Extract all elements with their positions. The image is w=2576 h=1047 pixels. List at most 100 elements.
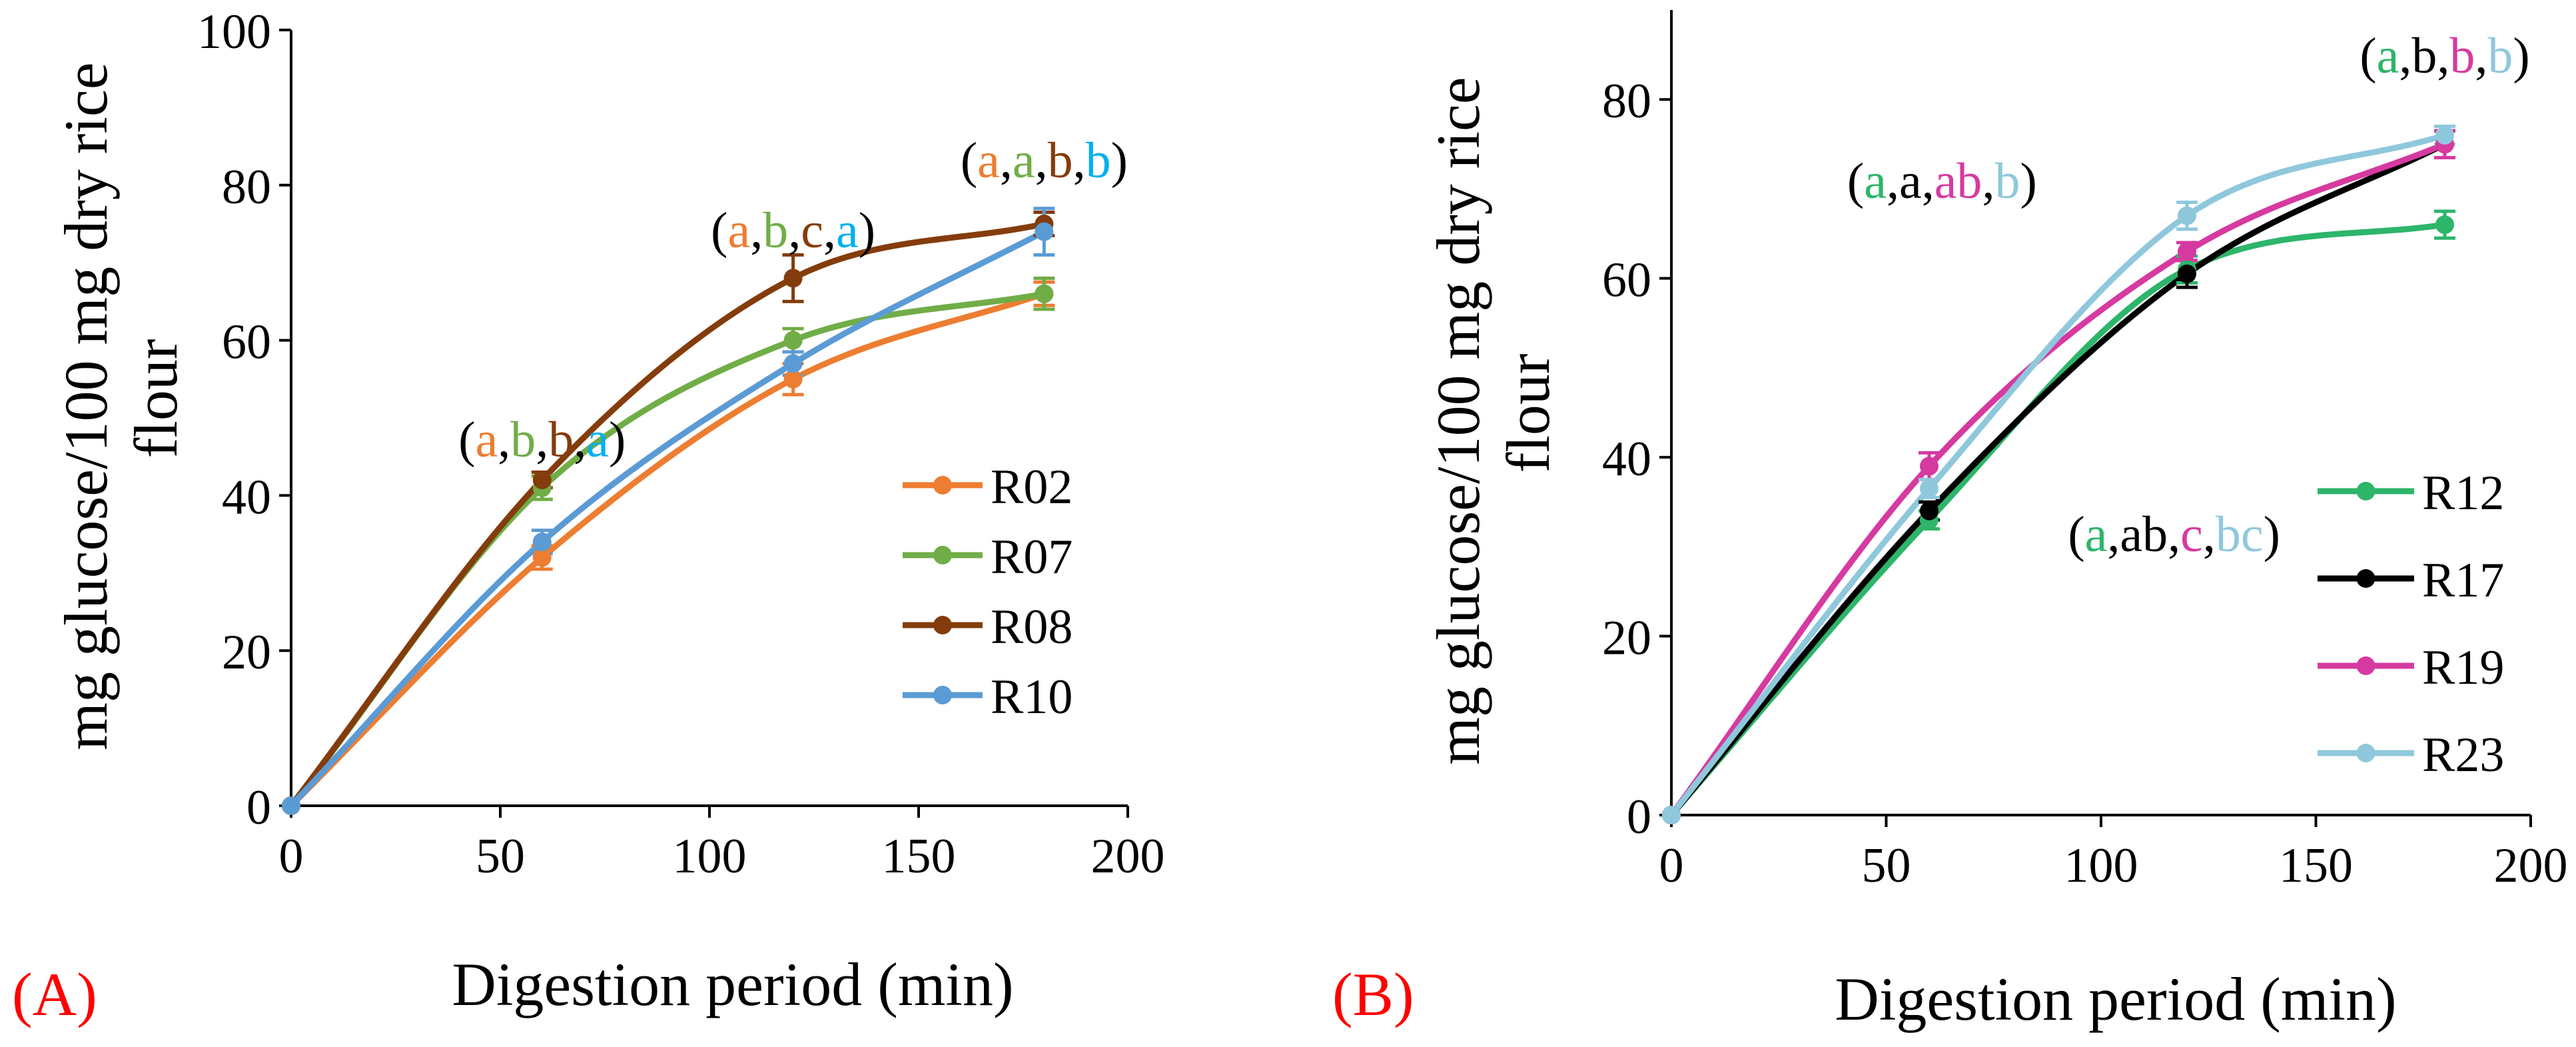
panel-a-point-r07 xyxy=(783,331,803,350)
panel-a-significance-label: (a,b,c,a) xyxy=(711,203,875,259)
panel-b-point-r19 xyxy=(1920,457,1938,476)
panel-a-significance-letter: ( xyxy=(961,133,977,189)
panel-a-significance-letter: , xyxy=(498,412,510,468)
panel-a-legend-marker-r10 xyxy=(933,686,952,704)
panel-a-series-line-r10 xyxy=(288,229,1046,808)
panel-a-significance-letter: a xyxy=(977,133,1000,189)
panel-a-legend-label-r02: R02 xyxy=(991,460,1073,515)
panel-b-significance-letter: b xyxy=(2449,28,2475,84)
panel-a-significance-letter: , xyxy=(788,203,801,259)
panel-a-significance-letter: b xyxy=(548,412,574,468)
panel-a-significance-letter: ( xyxy=(458,412,475,468)
panel-b-significance-letter: c xyxy=(2180,507,2203,562)
panel-b-point-r17 xyxy=(1920,501,1938,521)
panel-a-significance-letter: ) xyxy=(609,412,626,468)
panel-b-significance-letter: ) xyxy=(2513,28,2529,84)
panel-b-annotations: (a,a,ab,b)(a,ab,c,bc)(a,b,b,b) xyxy=(1847,28,2530,562)
panel-a-series-line-r02 xyxy=(288,291,1045,808)
panel-b-y-tick-label: 40 xyxy=(1602,432,1651,487)
panel-b-point-r12 xyxy=(2435,215,2454,235)
panel-b-point-r23 xyxy=(2435,125,2454,145)
panel-a-legend-label-r08: R08 xyxy=(991,600,1073,654)
panel-b-legend-label-r19: R19 xyxy=(2422,640,2504,695)
panel-b-significance-letter: b xyxy=(1994,153,2020,209)
panel-b-legend-marker-r17 xyxy=(2356,569,2375,588)
panel-b-curves xyxy=(1669,132,2447,817)
panel-a-significance-letter: ( xyxy=(711,203,727,259)
panel-a-point-r10 xyxy=(282,796,300,815)
panel-b-significance-letter: ab xyxy=(2120,507,2168,562)
panel-a-significance-letter: , xyxy=(823,203,836,259)
panel-b-y-tick-label: 0 xyxy=(1627,790,1651,844)
panel-a-y-tick-label: 60 xyxy=(222,315,271,370)
panel-a-legend-marker-r02 xyxy=(933,476,952,495)
panel-b-significance-letter: ( xyxy=(1847,153,1864,209)
panel-b-significance-letter: , xyxy=(2437,28,2449,84)
panel-a-markers xyxy=(282,215,1054,815)
panel-a-curves xyxy=(288,221,1046,808)
panel-b-ylabel-line-2: flour xyxy=(1494,354,1562,473)
panel-a-x-tick-label: 100 xyxy=(673,829,747,884)
panel-b-significance-letter: , xyxy=(2399,28,2411,84)
panel-a-y-tick-label: 100 xyxy=(197,5,271,59)
panel-b-legend-label-r12: R12 xyxy=(2422,466,2504,521)
panel-a-letter: (A) xyxy=(12,960,97,1028)
panel-a-point-r10 xyxy=(783,354,803,373)
panel-a-series-line-r08 xyxy=(288,221,1045,808)
panel-a-significance-letter: c xyxy=(801,203,823,259)
panel-b-significance-letter: ( xyxy=(2068,507,2084,562)
panel-a-significance-letter: ) xyxy=(1111,133,1128,189)
panel-b-point-r23 xyxy=(2178,206,2196,225)
panel-a-significance-letter: , xyxy=(750,203,763,259)
panel-a-x-tick-label: 200 xyxy=(1091,829,1165,884)
panel-b-ylabel-line-1: mg glucose/100 mg dry rice xyxy=(1424,77,1492,764)
panel-b-significance-letter: ) xyxy=(2264,507,2280,562)
panel-b-significance-letter: bc xyxy=(2216,507,2264,562)
panel-b-ylabel: mg glucose/100 mg dry rice flour xyxy=(1424,61,1562,764)
panel-a-point-r10 xyxy=(532,532,552,552)
panel-b-legend-label-r17: R17 xyxy=(2422,553,2504,608)
panel-b-legend-label-r23: R23 xyxy=(2422,728,2504,782)
panel-b-point-r23 xyxy=(1662,806,1681,824)
panel-b-significance-letter: a xyxy=(2085,507,2108,562)
panel-a-significance-label: (a,a,b,b) xyxy=(961,133,1128,189)
panel-a-point-r02 xyxy=(532,548,552,567)
panel-b-x-tick-label: 0 xyxy=(1659,838,1684,893)
panel-a-significance-letter: b xyxy=(510,412,536,468)
panel-b-significance-label: (a,b,b,b) xyxy=(2360,28,2529,84)
panel-b-x-tick-label: 150 xyxy=(2279,838,2353,893)
panel-b-significance-letter: b xyxy=(2411,28,2437,84)
panel-b-legend-marker-r12 xyxy=(2356,482,2375,501)
panel-b-significance-letter: , xyxy=(2168,507,2180,562)
panel-a-significance-letter: b xyxy=(763,203,788,259)
panel-b-legend-marker-r19 xyxy=(2356,656,2375,675)
panel-a-point-r10 xyxy=(1035,222,1054,241)
panel-b-y-tick-label: 80 xyxy=(1602,74,1651,129)
panel-b-y-tick-label: 20 xyxy=(1602,611,1651,666)
panel-a-point-r02 xyxy=(783,369,803,389)
panel-a-significance-letter: b xyxy=(1048,133,1073,189)
panel-b-markers xyxy=(1662,125,2454,824)
panel-b-legend-marker-r23 xyxy=(2356,744,2375,762)
panel-a-significance-letter: a xyxy=(476,412,498,468)
panel-a-legend-marker-r07 xyxy=(933,546,952,564)
panel-b-significance-letter: ab xyxy=(1934,153,1982,209)
panel-a-significance-letter: a xyxy=(586,412,609,468)
panel-b-significance-letter: , xyxy=(1887,153,1899,209)
panel-a-significance-letter: , xyxy=(1000,133,1013,189)
panel-b-point-r23 xyxy=(1920,479,1938,499)
panel-b-significance-label: (a,a,ab,b) xyxy=(1847,153,2037,209)
panel-a-legend: R02 R07 R08 R10 xyxy=(903,460,1073,724)
panel-a-significance-letter: , xyxy=(1073,133,1086,189)
panel-b-significance-letter: a xyxy=(1899,153,1922,209)
panel-a-significance-letter: ) xyxy=(859,203,875,259)
panel-a-point-r08 xyxy=(532,471,552,490)
panel-b-significance-letter: ) xyxy=(2020,153,2036,209)
panel-a-y-tick-label: 20 xyxy=(222,625,271,680)
panel-a-legend-marker-r08 xyxy=(933,616,952,634)
panel-a-significance-letter: b xyxy=(1086,133,1111,189)
panel-a-significance-letter: a xyxy=(727,203,750,259)
